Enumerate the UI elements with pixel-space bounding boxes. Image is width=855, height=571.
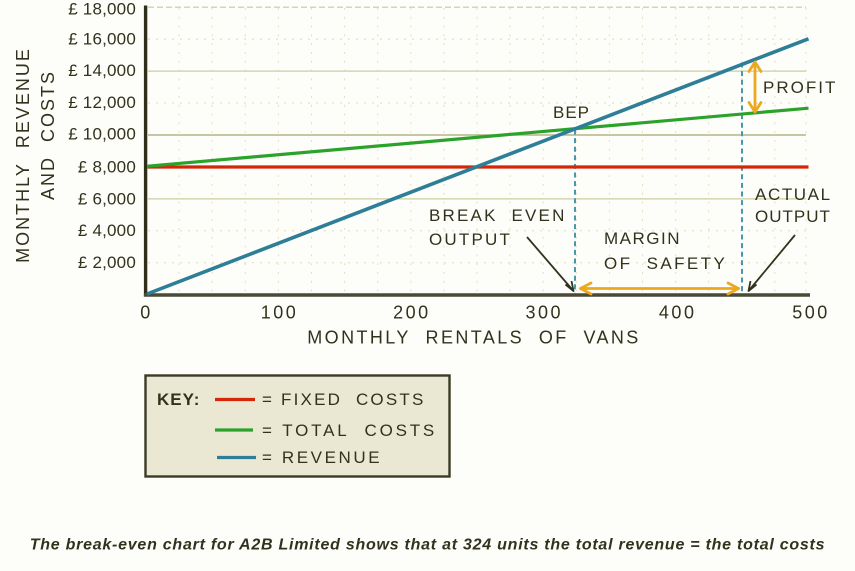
svg-text:OF SAFETY: OF SAFETY: [604, 254, 727, 273]
svg-text:200: 200: [393, 303, 431, 323]
svg-text:OUTPUT: OUTPUT: [429, 230, 512, 249]
svg-text:MONTHLY REVENUE: MONTHLY REVENUE: [13, 47, 33, 263]
svg-text:The break-even chart for A2B L: The break-even chart for A2B Limited sho…: [30, 537, 826, 554]
svg-text:300: 300: [526, 303, 564, 323]
svg-text:= REVENUE: = REVENUE: [262, 448, 382, 467]
svg-text:£ 10,000: £ 10,000: [68, 125, 136, 144]
svg-text:£ 6,000: £ 6,000: [78, 190, 136, 209]
svg-text:£ 4,000: £ 4,000: [78, 221, 136, 240]
svg-text:500: 500: [792, 303, 830, 323]
svg-text:£ 16,000: £ 16,000: [68, 29, 136, 48]
svg-text:ACTUAL: ACTUAL: [755, 185, 832, 204]
svg-text:MARGIN: MARGIN: [604, 229, 681, 248]
svg-text:BEP: BEP: [553, 103, 590, 122]
svg-text:£ 18,000: £ 18,000: [68, 0, 136, 19]
svg-text:100: 100: [261, 303, 299, 323]
svg-text:£ 2,000: £ 2,000: [78, 253, 136, 272]
svg-text:PROFIT: PROFIT: [763, 78, 837, 97]
svg-text:400: 400: [659, 303, 697, 323]
svg-text:KEY:: KEY:: [157, 390, 200, 409]
svg-text:£ 8,000: £ 8,000: [78, 158, 136, 177]
svg-text:£ 12,000: £ 12,000: [68, 93, 136, 112]
svg-text:MONTHLY RENTALS OF VANS: MONTHLY RENTALS OF VANS: [307, 328, 640, 348]
svg-text:BREAK EVEN: BREAK EVEN: [429, 206, 567, 225]
svg-text:= TOTAL COSTS: = TOTAL COSTS: [262, 421, 437, 440]
svg-text:0: 0: [140, 303, 153, 323]
svg-text:OUTPUT: OUTPUT: [755, 207, 831, 226]
svg-text:AND COSTS: AND COSTS: [38, 70, 58, 200]
svg-text:= FIXED COSTS: = FIXED COSTS: [262, 390, 426, 409]
svg-text:£ 14,000: £ 14,000: [68, 61, 136, 80]
